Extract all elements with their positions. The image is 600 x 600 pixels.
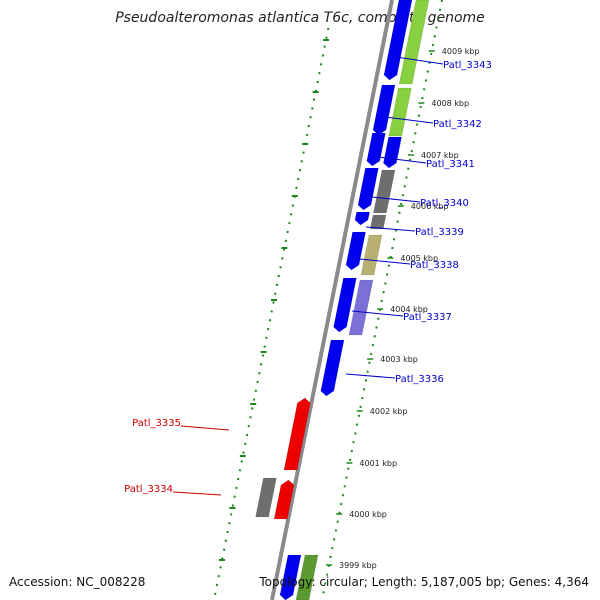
- feature-khaki-1: [360, 234, 383, 276]
- forward-cds-6: [345, 231, 366, 271]
- reverse-cds-2: [273, 479, 295, 520]
- gene-label-forward: Patl_3343: [443, 60, 492, 71]
- gene-leader-line: [359, 258, 411, 265]
- kbp-tick-label: 4002 kbp: [370, 407, 408, 416]
- feature-gray-2: [369, 214, 387, 230]
- kbp-tick-label: 3999 kbp: [339, 561, 377, 570]
- forward-cds-8: [320, 339, 345, 397]
- gene-leader-line: [395, 56, 444, 65]
- kbp-tick-label: 4008 kbp: [431, 99, 469, 108]
- map-title: Pseudoalteromonas atlantica T6c, complet…: [115, 10, 485, 26]
- feature-layer: [255, 0, 430, 600]
- gene-label-forward: Patl_3337: [403, 312, 452, 323]
- gene-label-reverse: Patl_3334: [124, 484, 173, 495]
- feature-lime-2: [388, 87, 412, 137]
- gene-label-forward: Patl_3338: [410, 260, 459, 271]
- kbp-tick-label: 4000 kbp: [349, 510, 387, 519]
- kbp-tick-label: 4004 kbp: [390, 305, 428, 314]
- feature-green-1: [295, 554, 319, 600]
- gene-leader-line: [365, 226, 416, 232]
- accession-text: Accession: NC_008228: [9, 575, 146, 589]
- forward-cds-3: [366, 132, 386, 167]
- kbp-tick-label: 4009 kbp: [442, 47, 480, 56]
- kbp-tick-label: 4007 kbp: [421, 151, 459, 160]
- gene-leader-line: [371, 196, 421, 203]
- feature-lavender-1: [348, 279, 374, 336]
- gene-leader-line: [351, 310, 404, 317]
- kbp-tick-label: 4006 kbp: [411, 202, 449, 211]
- feature-gray-1: [373, 169, 396, 214]
- feature-gray-3: [255, 477, 277, 518]
- gene-leader-line: [172, 491, 222, 496]
- topology-text: Topology: circular; Length: 5,187,005 bp…: [259, 575, 589, 589]
- gene-label-reverse: Patl_3335: [132, 418, 181, 429]
- feature-lime-1: [398, 0, 430, 85]
- gene-leader-line: [180, 425, 230, 431]
- forward-cds-2: [372, 84, 396, 136]
- dotted-ring-inner: [213, 27, 330, 600]
- gene-label-forward: Patl_3336: [395, 374, 444, 385]
- reverse-cds-1: [283, 397, 311, 471]
- kbp-tick-label: 4003 kbp: [380, 355, 418, 364]
- forward-cds-1: [383, 0, 413, 81]
- forward-cds-9: [279, 554, 302, 600]
- label-layer: Patl_3343 Patl_3342 Patl_3341 Patl_3340 Patl…: [124, 56, 492, 496]
- forward-cds-5: [354, 211, 370, 226]
- gene-label-forward: Patl_3339: [415, 227, 464, 238]
- gene-label-forward: Patl_3341: [426, 159, 475, 170]
- kbp-tick-label: 4005 kbp: [400, 254, 438, 263]
- gene-leader-line: [377, 156, 427, 164]
- gene-leader-line: [384, 116, 434, 124]
- backbone-ring: [270, 0, 394, 600]
- ring-layer: [213, 0, 443, 600]
- kbp-tick-label: 4001 kbp: [359, 459, 397, 468]
- gene-label-forward: Patl_3340: [420, 198, 469, 209]
- forward-cds-track2-1: [383, 136, 402, 169]
- tick-layer: 4009 kbp 4008 kbp 4007 kbp 4006 kbp 4005 kbp…: [219, 39, 480, 570]
- gene-label-forward: Patl_3342: [433, 119, 482, 130]
- forward-cds-4: [357, 167, 379, 211]
- forward-cds-7: [333, 277, 357, 333]
- gene-leader-line: [345, 373, 396, 379]
